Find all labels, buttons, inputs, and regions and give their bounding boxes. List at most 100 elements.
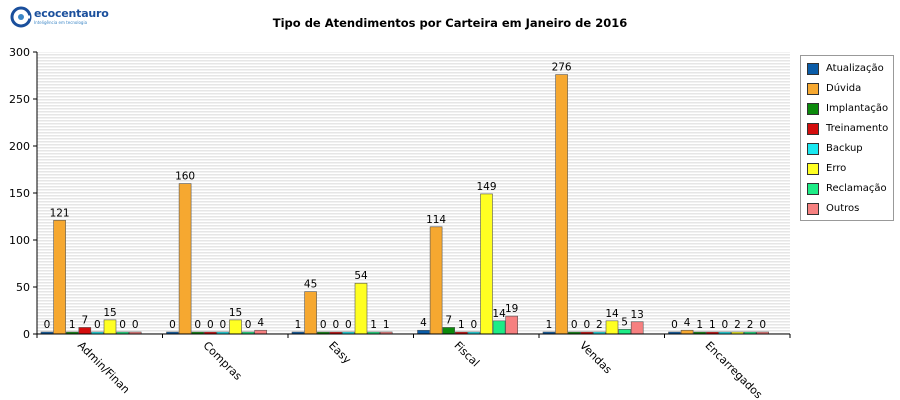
data-label: 14 xyxy=(492,308,506,320)
y-tick-label: 0 xyxy=(23,328,30,341)
data-label: 0 xyxy=(94,319,101,331)
bar xyxy=(53,219,66,335)
chart-legend: Atualização Dúvida Implantação Treinamento B… xyxy=(800,55,894,221)
data-label: 0 xyxy=(169,319,176,331)
data-label: 0 xyxy=(332,319,339,331)
data-label: 160 xyxy=(175,171,195,183)
legend-swatch xyxy=(807,83,819,95)
data-label: 0 xyxy=(671,319,678,331)
legend-label: Backup xyxy=(826,143,863,154)
legend-item: Backup xyxy=(807,142,893,158)
data-label: 2 xyxy=(747,319,754,331)
data-label: 0 xyxy=(207,319,214,331)
bar xyxy=(505,315,519,335)
data-label: 2 xyxy=(596,319,603,331)
legend-item: Dúvida xyxy=(807,82,893,98)
data-label: 1 xyxy=(383,319,390,331)
data-label: 0 xyxy=(759,319,766,331)
data-label: 1 xyxy=(696,319,703,331)
bar xyxy=(254,329,267,335)
bar xyxy=(555,74,568,335)
legend-label: Implantação xyxy=(826,103,889,114)
data-label: 1 xyxy=(458,319,465,331)
data-label: 4 xyxy=(420,317,427,329)
x-tick-label: Compras xyxy=(200,339,244,383)
data-label: 0 xyxy=(44,319,51,331)
x-tick-label: Admin/Finan xyxy=(75,339,132,396)
logo-tagline: Inteligência em tecnologia xyxy=(34,20,88,25)
plot-area xyxy=(37,52,790,334)
data-label: 2 xyxy=(734,319,741,331)
data-label: 19 xyxy=(505,303,518,315)
data-label: 0 xyxy=(119,319,126,331)
logo-icon xyxy=(10,6,32,28)
bar xyxy=(630,321,644,335)
legend-label: Outros xyxy=(826,203,860,214)
y-tick-label: 50 xyxy=(16,281,30,294)
legend-item: Atualização xyxy=(807,62,893,78)
bar xyxy=(78,327,92,335)
legend-item: Erro xyxy=(807,162,893,178)
bar xyxy=(480,193,493,335)
bar xyxy=(229,319,242,335)
bar xyxy=(618,328,631,335)
legend-swatch xyxy=(807,163,819,175)
y-tick-label: 250 xyxy=(9,93,30,106)
data-label: 13 xyxy=(631,309,644,321)
bar xyxy=(442,327,456,335)
legend-swatch xyxy=(807,183,819,195)
x-tick-label: Fiscal xyxy=(451,339,482,370)
x-tick-label: Vendas xyxy=(577,339,615,377)
legend-swatch xyxy=(807,103,819,115)
data-label: 114 xyxy=(426,214,446,226)
bar xyxy=(605,320,619,335)
data-label: 1 xyxy=(709,319,716,331)
data-label: 0 xyxy=(583,319,590,331)
legend-label: Erro xyxy=(826,163,847,174)
y-tick-label: 100 xyxy=(9,234,30,247)
chart-title: Tipo de Atendimentos por Carteira em Jan… xyxy=(272,16,628,30)
data-label: 1 xyxy=(546,319,553,331)
data-label: 0 xyxy=(132,319,139,331)
data-label: 14 xyxy=(605,308,619,320)
legend-swatch xyxy=(807,63,819,75)
logo-name: ecocentauro xyxy=(34,7,109,20)
data-label: 15 xyxy=(229,307,242,319)
data-label: 1 xyxy=(295,319,302,331)
company-logo: ecocentauro Inteligência em tecnologia xyxy=(10,6,120,30)
bar xyxy=(417,329,430,335)
data-label: 4 xyxy=(257,317,264,329)
bar xyxy=(354,282,368,335)
legend-swatch xyxy=(807,143,819,155)
legend-item: Outros xyxy=(807,202,893,218)
legend-item: Reclamação xyxy=(807,182,893,198)
data-label: 0 xyxy=(220,319,227,331)
y-tick-label: 150 xyxy=(9,187,30,200)
bar xyxy=(178,183,192,335)
data-label: 121 xyxy=(50,207,70,219)
data-label: 276 xyxy=(552,62,572,74)
data-label: 1 xyxy=(370,319,377,331)
bar xyxy=(492,320,506,335)
data-label: 45 xyxy=(304,279,317,291)
data-label: 7 xyxy=(445,314,452,326)
data-label: 15 xyxy=(103,307,116,319)
data-label: 0 xyxy=(194,319,201,331)
data-label: 0 xyxy=(345,319,352,331)
x-tick-label: Easy xyxy=(326,339,354,367)
bar xyxy=(304,291,317,335)
data-label: 0 xyxy=(471,319,478,331)
legend-swatch xyxy=(807,203,819,215)
data-label: 0 xyxy=(245,319,252,331)
legend-label: Atualização xyxy=(826,63,884,74)
data-label: 54 xyxy=(354,270,368,282)
data-label: 0 xyxy=(571,319,578,331)
data-label: 7 xyxy=(81,314,88,326)
bar xyxy=(103,319,117,335)
bar xyxy=(680,329,694,335)
data-label: 1 xyxy=(69,319,76,331)
legend-label: Treinamento xyxy=(826,123,889,134)
y-tick-label: 200 xyxy=(9,140,30,153)
y-tick-label: 300 xyxy=(9,46,30,59)
